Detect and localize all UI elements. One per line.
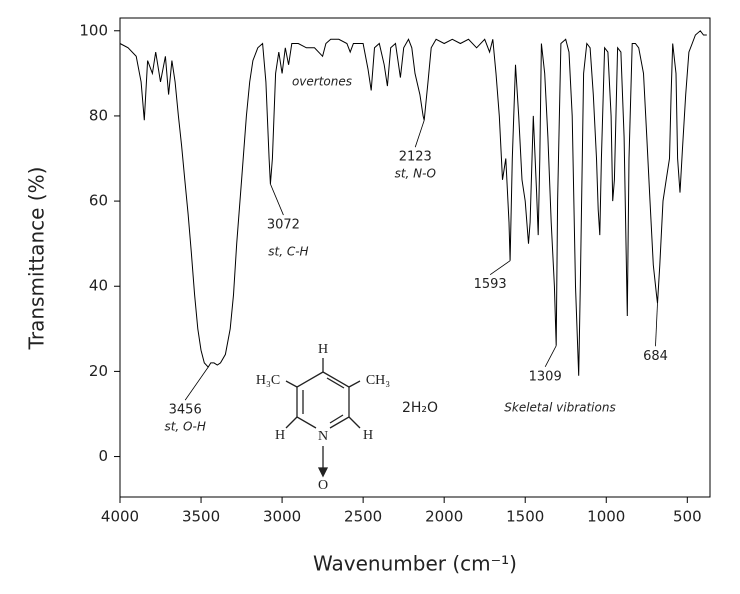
peak-leader [489, 260, 511, 276]
group: H₃C [256, 373, 280, 388]
peak-leader [184, 366, 209, 401]
annotation: overtones [292, 75, 352, 89]
peak-note: st, N-O [395, 167, 436, 181]
bond [285, 416, 298, 429]
ring [296, 371, 324, 429]
x-tick-label: 2500 [344, 508, 382, 526]
double-bond [329, 414, 344, 424]
atom: O [318, 478, 328, 493]
structure [285, 358, 361, 478]
peak-leader [655, 303, 658, 347]
peak-label: 1309 [529, 369, 562, 384]
peak-note: st, O-H [164, 420, 205, 434]
y-tick-label: 40 [89, 277, 108, 295]
x-tick-label: 1500 [506, 508, 544, 526]
peak-label: 1593 [474, 277, 507, 292]
y-tick-label: 80 [89, 106, 108, 124]
x-tick-label: 3500 [182, 508, 220, 526]
y-tick-label: 20 [89, 362, 108, 380]
arrowhead [317, 467, 329, 478]
peak-label: 684 [643, 349, 668, 364]
atom: H [363, 428, 373, 443]
annotation: Skeletal vibrations [504, 401, 615, 415]
y-tick-label: 0 [98, 447, 108, 465]
peak-label: 3072 [267, 218, 300, 233]
plot-frame [119, 17, 711, 498]
peak-leader [544, 345, 557, 368]
x-tick-label: 3000 [263, 508, 301, 526]
bond [348, 380, 361, 388]
bond [348, 416, 361, 429]
atom: H [275, 428, 285, 443]
peak-label: 3456 [169, 403, 202, 418]
atom: N [318, 429, 328, 444]
x-tick-label: 500 [673, 508, 702, 526]
ring [322, 371, 350, 429]
peak-label: 2123 [399, 150, 432, 165]
spectrum [119, 30, 707, 376]
x-tick-label: 2000 [425, 508, 463, 526]
peak-note: st, C-H [268, 245, 308, 259]
x-axis-title: Wavenumber (cm⁻¹) [313, 552, 517, 576]
x-tick-label: 1000 [587, 508, 625, 526]
y-tick-label: 100 [79, 21, 108, 39]
peak-leader [414, 120, 425, 148]
y-axis-title: Transmittance (%) [25, 167, 49, 351]
y-tick-label: 60 [89, 192, 108, 210]
water: 2H₂O [402, 400, 438, 416]
group: CH₃ [366, 373, 390, 388]
atom: H [318, 342, 328, 357]
bond [285, 380, 298, 388]
peak-leader [270, 183, 284, 216]
double-bond [326, 377, 345, 389]
x-tick-label: 4000 [101, 508, 139, 526]
